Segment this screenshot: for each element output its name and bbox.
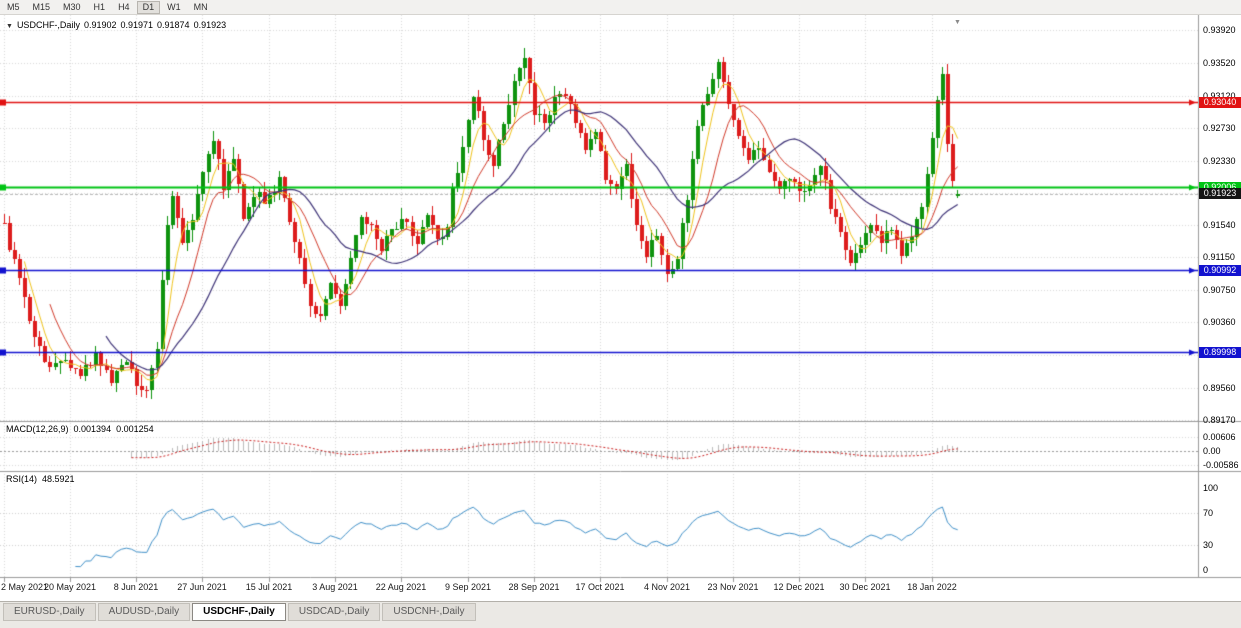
macd-axis-label: 0.00606 [1203,432,1236,442]
rsi-value: 48.5921 [42,474,75,484]
symbol-ohlc-line: ▼ USDCHF-,Daily 0.91902 0.91971 0.91874 0.919… [6,20,230,30]
timeframe-toolbar: M5 M15 M30 H1 H4 D1 W1 MN [0,0,1241,15]
date-axis-label: 23 Nov 2021 [707,582,759,592]
price-axis-label: 0.93120 [1203,91,1236,101]
ohlc-close-value: 0.91923 [193,20,227,30]
rsi-indicator-label: RSI(14) 48.5921 [6,474,80,484]
date-axis-label: 22 Aug 2021 [375,582,427,592]
price-axis-label: 0.91540 [1203,220,1236,230]
current-price-tag: 0.91923 [1199,188,1241,199]
ohlc-low-value: 0.91874 [157,20,190,30]
price-line-tag[interactable]: 0.92006 [1199,182,1241,193]
price-axis-label: 0.91150 [1203,252,1235,262]
date-axis-label: 27 Jun 2021 [177,582,227,592]
timeframe-button-h4[interactable]: H4 [118,1,130,12]
date-axis-label: 18 Jan 2022 [907,582,957,592]
price-line-tag[interactable]: 0.89998 [1199,347,1241,358]
date-axis-label: 3 Aug 2021 [312,582,358,592]
price-axis-label: 0.93520 [1203,58,1236,68]
price-axis-label: 0.90750 [1203,285,1236,295]
macd-axis-label: -0.00586 [1203,460,1239,470]
price-axis-label: 0.92330 [1203,156,1236,166]
rsi-axis-label: 70 [1203,508,1214,518]
rsi-axis-label: 30 [1203,540,1214,550]
date-axis-label: 28 Sep 2021 [508,582,560,592]
date-axis-label: 2 May 2021 [1,582,49,592]
symbol-name: USDCHF-,Daily [16,20,80,30]
ohlc-high-value: 0.91971 [120,20,154,30]
price-axis-label: 0.92730 [1203,123,1236,133]
date-axis-label: 9 Sep 2021 [444,582,492,592]
macd-name: MACD(12,26,9) [6,424,69,434]
timeframe-button-mn[interactable]: MN [193,1,208,12]
price-axis-label: 0.90360 [1203,317,1236,327]
timeframe-button-h1[interactable]: H1 [93,1,106,12]
timeframe-button-m5[interactable]: M5 [7,1,20,12]
rsi-name: RSI(14) [6,474,38,484]
price-axis-label: 0.93920 [1203,25,1236,35]
timeframe-button-d1[interactable]: D1 [136,0,161,14]
date-axis-label: 30 Dec 2021 [839,582,891,592]
indicator-collapse-icon[interactable]: ▼ [6,23,13,30]
timeframe-button-m30[interactable]: M30 [63,1,81,12]
macd-axis-label: 0.00 [1203,446,1221,456]
date-axis-label: 17 Oct 2021 [575,582,625,592]
macd-indicator-label: MACD(12,26,9) 0.001394 0.001254 [6,424,159,434]
timeframe-button-m15[interactable]: M15 [32,1,51,12]
rsi-axis-label: 0 [1203,565,1209,575]
rsi-axis-label: 100 [1203,483,1219,493]
tab-usdchf-daily[interactable]: USDCHF-,Daily [192,603,286,621]
price-axis-label: 0.89170 [1203,415,1236,425]
date-axis-label: 20 May 2021 [43,582,97,592]
date-axis-label: 15 Jul 2021 [245,582,293,592]
price-line-tag[interactable]: 0.90992 [1199,265,1241,276]
chart-tab-bar: EURUSD-,Daily AUDUSD-,Daily USDCHF-,Daily U… [0,601,1241,628]
macd-main-value: 0.001394 [73,424,112,434]
ohlc-open-value: 0.91902 [83,20,117,30]
price-axis-label: 0.89560 [1203,383,1236,393]
date-axis-label: 8 Jun 2021 [113,582,159,592]
scroll-to-end-icon[interactable]: ▼ [954,19,961,26]
tab-audusd-daily[interactable]: AUDUSD-,Daily [97,603,191,621]
timeframe-button-w1[interactable]: W1 [167,1,181,12]
date-axis-label: 12 Dec 2021 [773,582,825,592]
tab-usdcad-daily[interactable]: USDCAD-,Daily [287,603,381,621]
tab-eurusd-daily[interactable]: EURUSD-,Daily [3,603,96,621]
date-axis-label: 4 Nov 2021 [643,582,691,592]
price-line-tag[interactable]: 0.93040 [1199,97,1241,108]
tab-usdcnh-daily[interactable]: USDCNH-,Daily [382,603,476,621]
macd-signal-value: 0.001254 [116,424,154,434]
